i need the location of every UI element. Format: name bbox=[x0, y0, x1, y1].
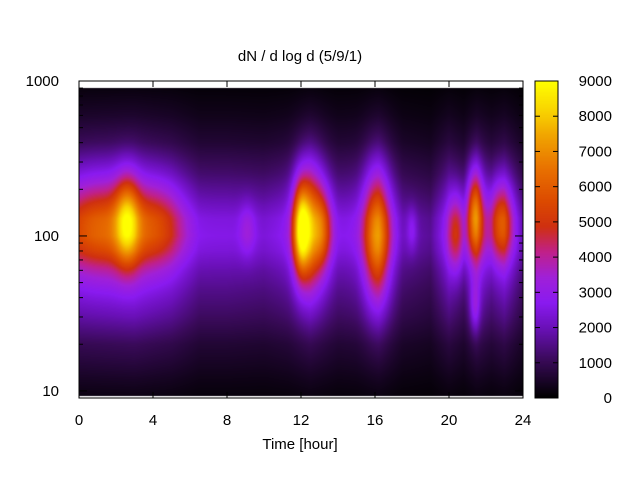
x-tick-label: 0 bbox=[75, 412, 83, 429]
y-tick-label: 100 bbox=[34, 228, 59, 245]
heatmap-field-wrapper bbox=[79, 81, 523, 398]
heatmap-field bbox=[79, 81, 523, 398]
colorbar-tick-label: 2000 bbox=[579, 320, 612, 337]
colorbar-axis: 0 1000 2000 3000 4000 5000 6000 7000 8000 9000 bbox=[535, 73, 612, 407]
y-tick-label: 10 bbox=[42, 383, 59, 400]
x-tick-label: 20 bbox=[441, 412, 458, 429]
chart-title: dN / d log d (5/9/1) bbox=[238, 48, 362, 65]
x-tick-label: 12 bbox=[293, 412, 310, 429]
colorbar-tick-label: 5000 bbox=[579, 214, 612, 231]
colorbar-tick-label: 1000 bbox=[579, 355, 612, 372]
colorbar-tick-label: 3000 bbox=[579, 284, 612, 301]
colorbar-wrapper bbox=[535, 81, 558, 398]
colorbar-tick-label: 6000 bbox=[579, 179, 612, 196]
x-tick-label: 4 bbox=[149, 412, 157, 429]
colorbar-tick-label: 0 bbox=[604, 390, 612, 407]
y-tick-label: 1000 bbox=[26, 73, 59, 90]
y-axis: 10 100 1000 bbox=[26, 73, 523, 400]
colorbar-tick-label: 7000 bbox=[579, 143, 612, 160]
x-axis-label: Time [hour] bbox=[262, 436, 337, 453]
colorbar-frame bbox=[534, 80, 559, 399]
colorbar-tick-label: 8000 bbox=[579, 108, 612, 125]
x-tick-label: 24 bbox=[515, 412, 532, 429]
x-tick-label: 8 bbox=[223, 412, 231, 429]
x-axis: 0 4 8 12 16 20 24 bbox=[75, 81, 532, 429]
colorbar-tick-label: 9000 bbox=[579, 73, 612, 90]
colorbar-gradient bbox=[535, 81, 558, 398]
x-tick-label: 16 bbox=[367, 412, 384, 429]
colorbar-tick-label: 4000 bbox=[579, 249, 612, 266]
